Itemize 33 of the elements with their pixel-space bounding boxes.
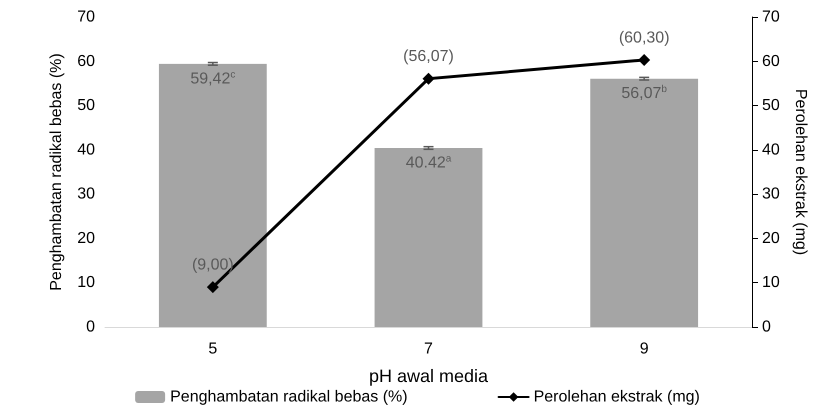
y-axis-title: Penghambatan radikal bebas (%) xyxy=(48,53,65,291)
legend-label: Perolehan ekstrak (mg) xyxy=(534,388,700,406)
y2-tick-label: 70 xyxy=(762,8,780,26)
y-tick-label: 20 xyxy=(77,230,96,247)
point xyxy=(638,54,650,66)
y-tick-label: 30 xyxy=(77,186,96,203)
x-axis-title: pH awal media xyxy=(368,366,490,386)
x-tick-label: 5 xyxy=(208,340,218,358)
legend-label: Penghambatan radikal bebas (%) xyxy=(170,388,408,406)
bar xyxy=(158,64,267,327)
bar xyxy=(374,148,482,327)
y-tick-label: 0 xyxy=(86,318,96,336)
point xyxy=(422,72,434,85)
y2-tick-label: 50 xyxy=(762,97,780,114)
data-label: (56,07) xyxy=(403,48,454,66)
y-tick-label: 40 xyxy=(77,141,96,158)
x-tick-label: 7 xyxy=(424,340,434,358)
y-tick-label: 60 xyxy=(77,52,96,70)
x-tick-label: 9 xyxy=(640,340,649,358)
y2-tick-label: 20 xyxy=(762,230,780,247)
y2-tick-label: 60 xyxy=(762,52,780,70)
bar xyxy=(590,78,698,327)
y-tick-label: 50 xyxy=(77,97,96,114)
point xyxy=(206,281,219,294)
data-label: (60,30) xyxy=(618,29,670,46)
y-tick-label: 10 xyxy=(77,274,96,292)
y2-tick-label: 10 xyxy=(762,274,780,292)
y2-tick-label: 0 xyxy=(762,318,771,336)
y2-tick-label: 40 xyxy=(762,141,780,158)
y-tick-label: 70 xyxy=(77,8,96,26)
data-label: (9,00) xyxy=(192,256,234,274)
y2-tick-label: 30 xyxy=(762,186,780,203)
y2-axis-title: Perolehan ekstrak (mg) xyxy=(792,88,810,256)
